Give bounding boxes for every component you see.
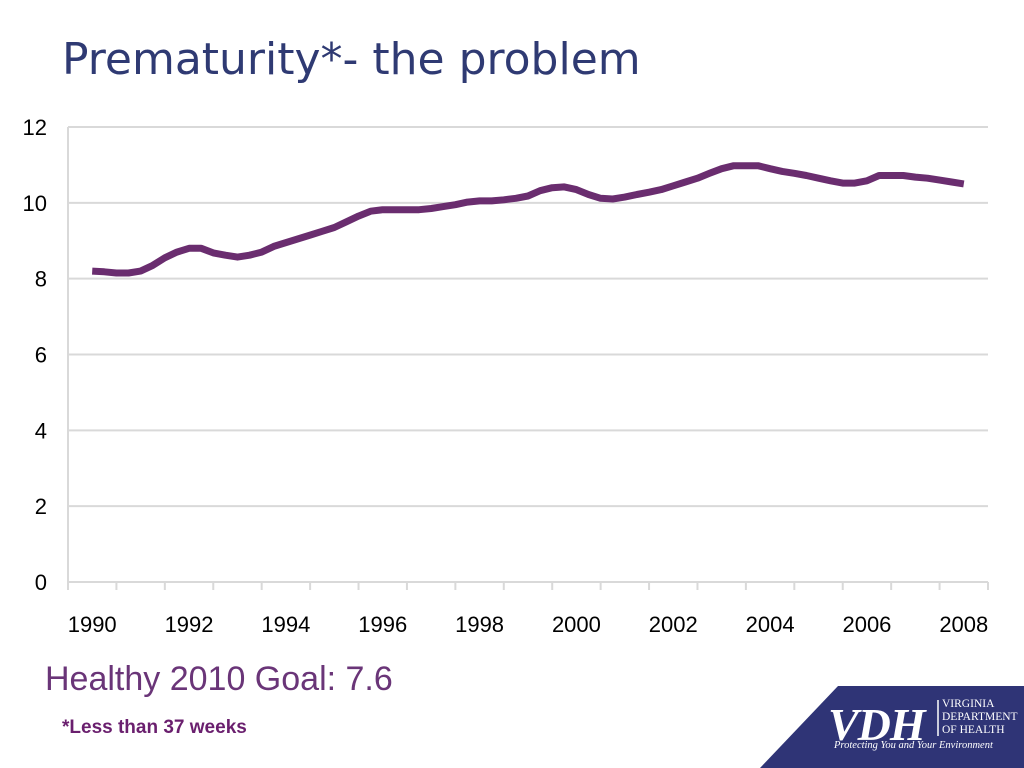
y-tick-label: 0 xyxy=(35,570,47,595)
y-tick-label: 6 xyxy=(35,343,47,368)
vdh-logo xyxy=(760,686,1024,768)
x-tick-label: 2006 xyxy=(842,612,891,637)
x-tick-label: 2002 xyxy=(649,612,698,637)
logo-agency-line: DEPARTMENT xyxy=(942,711,1018,723)
series-lines xyxy=(91,162,965,277)
goal-text: Healthy 2010 Goal: 7.6 xyxy=(45,660,393,698)
logo-agency-line: OF HEALTH xyxy=(942,724,1005,736)
y-tick-label: 10 xyxy=(23,191,47,216)
logo-panel xyxy=(760,686,1024,768)
x-tick-label: 1996 xyxy=(358,612,407,637)
axes xyxy=(67,127,989,590)
logo-agency-line: VIRGINIA xyxy=(942,698,995,710)
y-tick-label: 8 xyxy=(35,267,47,292)
x-tick-label: 1994 xyxy=(261,612,310,637)
footnote: *Less than 37 weeks xyxy=(62,717,247,738)
x-tick-label: 1998 xyxy=(455,612,504,637)
x-tick-label: 1990 xyxy=(68,612,117,637)
x-tick-label: 2004 xyxy=(746,612,795,637)
x-tick-label: 1992 xyxy=(165,612,214,637)
logo-agency-name: VIRGINIA DEPARTMENT OF HEALTH xyxy=(942,698,1018,737)
series-line xyxy=(91,162,965,277)
y-tick-label: 12 xyxy=(23,115,47,140)
y-tick-label: 4 xyxy=(35,418,47,443)
slide-title: Prematurity*- the problem xyxy=(62,34,641,85)
gridlines xyxy=(68,126,988,508)
x-tick-label: 2000 xyxy=(552,612,601,637)
logo-tagline: Protecting You and Your Environment xyxy=(834,740,993,751)
logo-initials: VDH xyxy=(828,699,926,750)
x-tick-label: 2008 xyxy=(939,612,988,637)
y-tick-label: 2 xyxy=(35,494,47,519)
y-tick-labels: 0 2 4 6 8 10 12 xyxy=(23,115,47,595)
x-tick-labels: 1990 1992 1994 1996 1998 2000 2002 2004 2006 2008 xyxy=(68,612,989,637)
